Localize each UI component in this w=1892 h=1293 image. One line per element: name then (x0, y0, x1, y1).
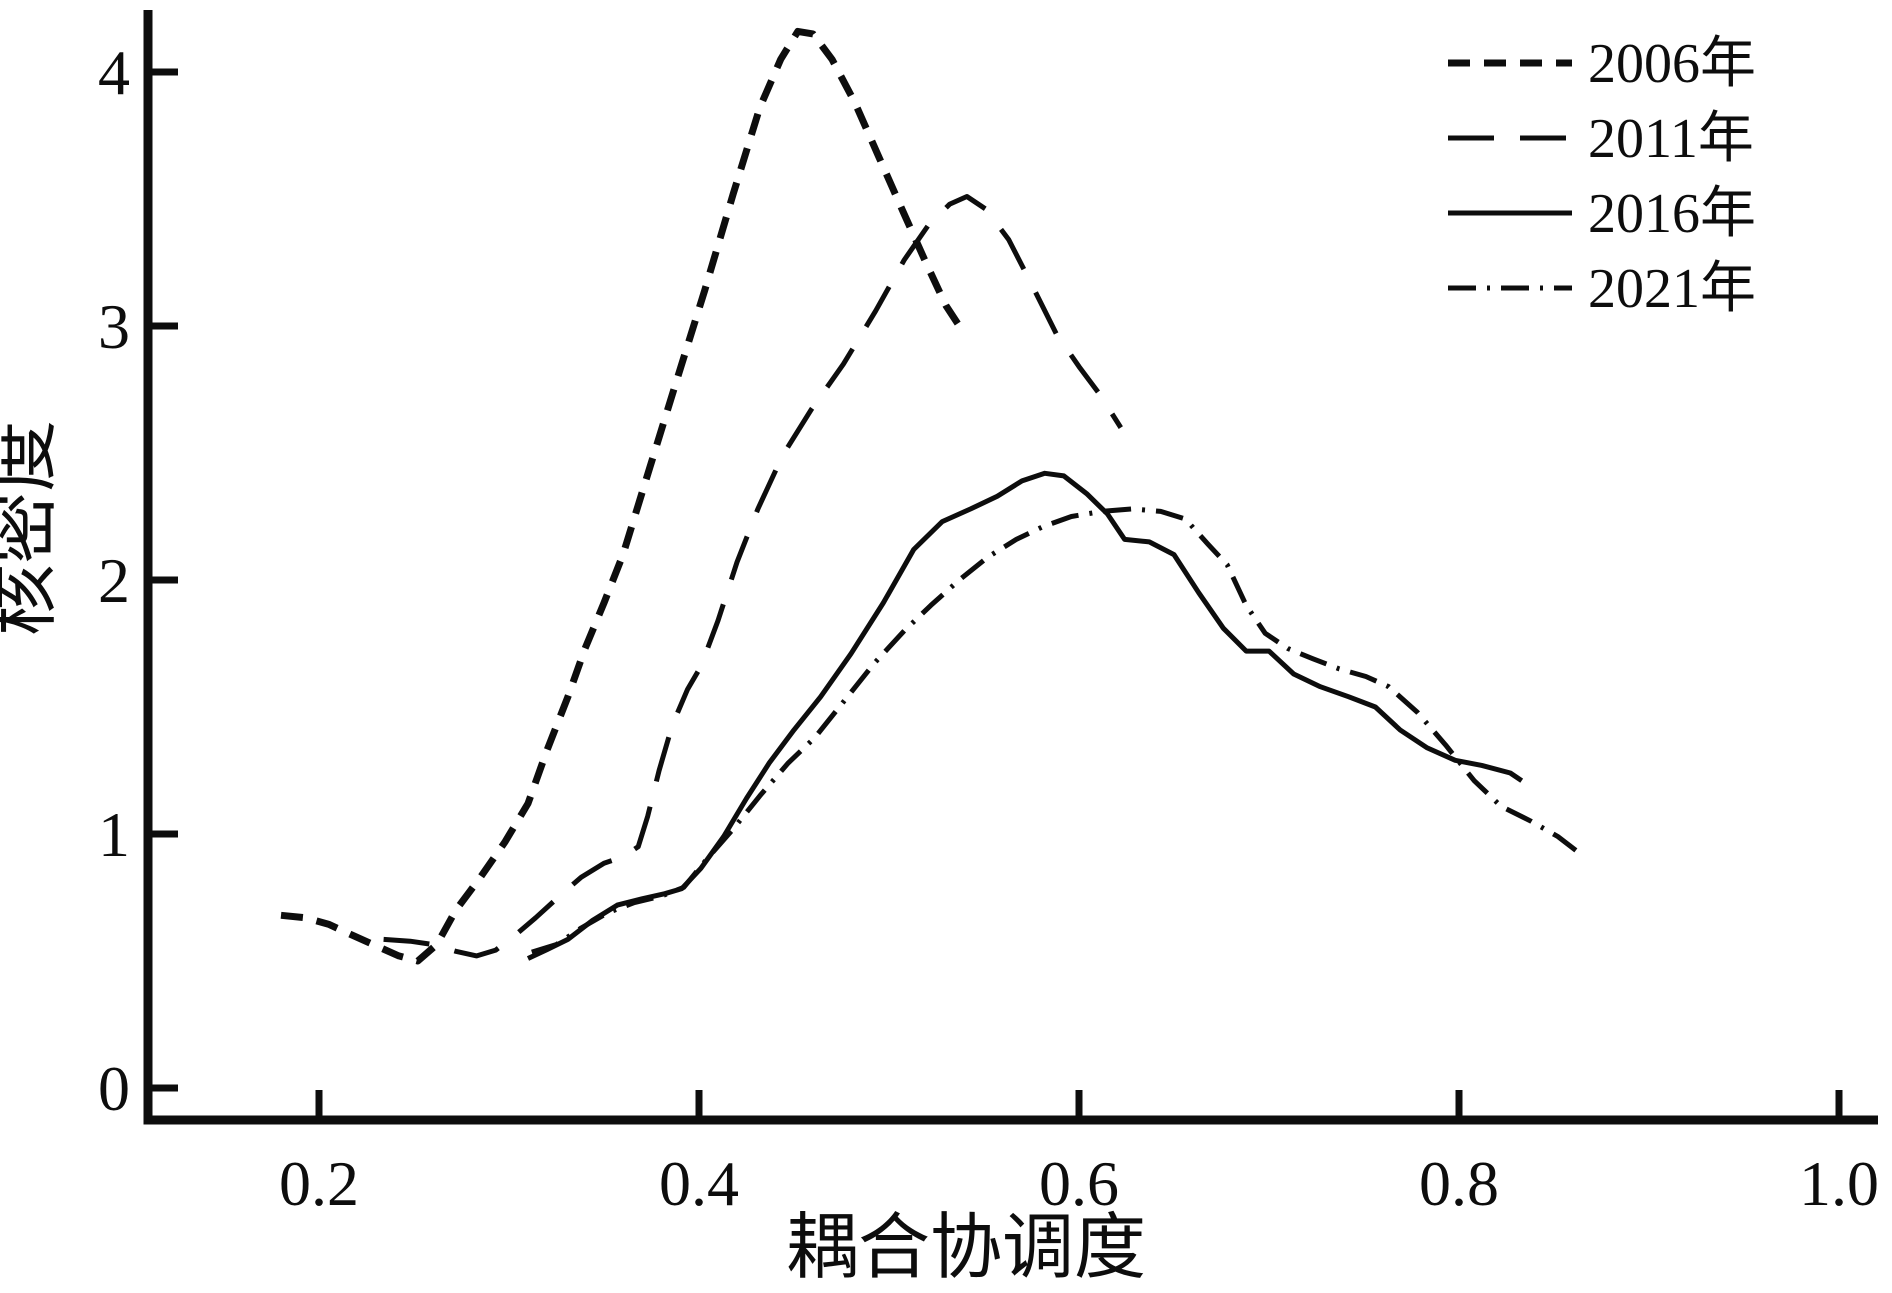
x-tick-label-1: 1.0 (1799, 1148, 1879, 1219)
y-axis-title: 核密度 (0, 420, 64, 636)
y-tick-label-0: 0 (98, 1053, 130, 1124)
curve-2006年 (280, 27, 963, 965)
y-tick-label-4: 4 (98, 37, 130, 108)
x-tick-label-0.2: 0.2 (279, 1148, 359, 1219)
legend-label-2011年: 2011年 (1588, 108, 1754, 170)
x-tick-label-0.8: 0.8 (1419, 1148, 1499, 1219)
curve-2021年 (531, 506, 1586, 955)
legend-label-2016年: 2016年 (1588, 183, 1756, 245)
y-tick-label-2: 2 (98, 545, 130, 616)
y-tick-label-1: 1 (98, 799, 130, 870)
axis-tick-labels: 0 1 2 3 4 0.2 0.4 0.6 0.8 1.0 (98, 37, 1879, 1219)
axis-ticks (148, 68, 1843, 1120)
curve-2016年 (526, 470, 1524, 961)
legend: 2006年 2011年 2016年 2021年 (1448, 33, 1756, 320)
x-axis-title: 耦合协调度 (786, 1208, 1146, 1288)
curve-2011年 (383, 194, 1123, 959)
x-tick-label-0.4: 0.4 (659, 1148, 739, 1219)
y-tick-label-3: 3 (98, 291, 130, 362)
legend-label-2006年: 2006年 (1588, 33, 1756, 95)
data-curves (280, 27, 1586, 965)
legend-label-2021年: 2021年 (1588, 258, 1756, 320)
x-tick-label-0.6: 0.6 (1039, 1148, 1119, 1219)
